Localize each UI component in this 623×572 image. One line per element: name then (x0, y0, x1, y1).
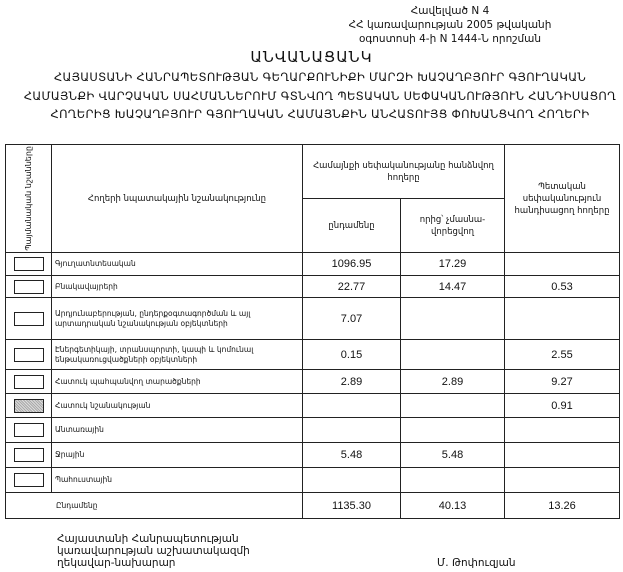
non-priv-cell (400, 297, 505, 340)
purpose-cell: Հատուկ նշանակության (51, 393, 303, 418)
total-cell (302, 393, 401, 418)
state-cell: 2.55 (504, 339, 620, 370)
land-table: Պայմանական նշանները Հողերի նպատակային նշ… (5, 144, 620, 519)
non-priv-cell (400, 417, 505, 443)
purpose-cell: Անտառային (51, 417, 303, 443)
legend-swatch (13, 398, 44, 413)
community-header: Համայնքի սեփականությանը հանձնվող հողերը (302, 144, 505, 199)
purpose-cell: Էներգետիկայի, տրանսպորտի, կապի և կոմունա… (51, 339, 303, 370)
legend-swatch (13, 473, 44, 487)
totals-label: Ընդամենը (5, 492, 303, 519)
symbol-cell (5, 467, 52, 493)
non-priv-cell: 14.47 (400, 275, 505, 298)
state-cell: 0.53 (504, 275, 620, 298)
symbol-cell (5, 369, 52, 394)
symbol-cell (5, 339, 52, 370)
total-cell (302, 467, 401, 493)
annex-line: ՀՀ կառավարության 2005 թվականի (348, 19, 552, 31)
total-cell (302, 417, 401, 443)
symbol-cell (5, 393, 52, 418)
signature-block: Հայաստանի Հանրապետության կառավարության ա… (57, 533, 250, 569)
purpose-cell: Պահուստային (51, 467, 303, 493)
totals-total: 1135.30 (302, 492, 401, 519)
signer-title: կառավարության աշխատակազմի (57, 545, 250, 557)
table-row: Պահուստային (5, 467, 620, 493)
non-priv-cell: 5.48 (400, 442, 505, 468)
non-priv-cell (400, 467, 505, 493)
symbol-cell (5, 442, 52, 468)
purpose-cell: Ջրային (51, 442, 303, 468)
annex-line: օգոստոսի 4-ի N 1444-Ն որոշման (358, 33, 542, 45)
state-cell (504, 297, 620, 340)
symbol-cell (5, 275, 52, 298)
annex-reference: Հավելված N 4 ՀՀ կառավարության 2005 թվակա… (300, 4, 600, 46)
table-row: Արդյունաբերության, ընդերքօգտագործման և ա… (5, 297, 620, 340)
non-priv-cell (400, 339, 505, 370)
table-row: Էներգետիկայի, տրանսպորտի, կապի և կոմունա… (5, 339, 620, 370)
total-cell: 1096.95 (302, 252, 401, 276)
symbols-header: Պայմանական նշանները (5, 144, 52, 253)
signer-name: Մ. Թոփուզյան (437, 557, 516, 569)
signer-title: ղեկավար-նախարար (57, 557, 176, 569)
total-cell: 2.89 (302, 369, 401, 394)
symbol-cell (5, 417, 52, 443)
table-row: Անտառային (5, 417, 620, 443)
state-cell: 9.27 (504, 369, 620, 394)
signer-title: Հայաստանի Հանրապետության (57, 533, 239, 545)
symbol-cell (5, 252, 52, 276)
state-header: Պետական սեփականություն հանդիսացող հողերը (504, 144, 620, 253)
table-row: Հատուկ պահպանվող տարածքների 2.89 2.89 9.… (5, 369, 620, 394)
document-title: ԱՆՎԱՆԱՑԱՆԿ (250, 48, 373, 66)
purpose-cell: Հատուկ պահպանվող տարածքների (51, 369, 303, 394)
legend-swatch (13, 374, 44, 389)
legend-swatch (13, 347, 44, 362)
non-priv-cell: 17.29 (400, 252, 505, 276)
legend-swatch (13, 279, 44, 294)
purpose-cell: Արդյունաբերության, ընդերքօգտագործման և ա… (51, 297, 303, 340)
purpose-cell: Գյուղատնտեսական (51, 252, 303, 276)
legend-swatch (13, 448, 44, 462)
table-row: Հատուկ նշանակության 0.91 (5, 393, 620, 418)
table-row: Ջրային 5.48 5.48 (5, 442, 620, 468)
state-cell (504, 417, 620, 443)
total-cell: 7.07 (302, 297, 401, 340)
total-cell: 0.15 (302, 339, 401, 370)
total-cell: 22.77 (302, 275, 401, 298)
purpose-header: Հողերի նպատակային նշանակությունը (51, 144, 303, 253)
purpose-cell: Բնակավայրերի (51, 275, 303, 298)
state-cell: 0.91 (504, 393, 620, 418)
symbols-header-text: Պայմանական նշանները (24, 146, 33, 251)
non-privatizable-header: որից՝ չմասնա-վորեցվող (400, 198, 505, 253)
legend-swatch (13, 423, 44, 437)
symbol-cell (5, 297, 52, 340)
state-cell (504, 442, 620, 468)
legend-swatch (13, 257, 44, 271)
state-cell (504, 252, 620, 276)
total-header: ընդամենը (302, 198, 401, 253)
table-row: Գյուղատնտեսական 1096.95 17.29 (5, 252, 620, 276)
totals-non-priv: 40.13 (400, 492, 505, 519)
state-cell (504, 467, 620, 493)
non-priv-cell (400, 393, 505, 418)
table-row: Բնակավայրերի 22.77 14.47 0.53 (5, 275, 620, 298)
document-subtitle: ՀԱՅԱՍՏԱՆԻ ՀԱՆՐԱՊԵՏՈՒԹՅԱՆ ԳԵՂԱՐՔՈՒՆԻՔԻ ՄԱ… (23, 70, 617, 121)
legend-swatch (13, 311, 44, 326)
totals-state: 13.26 (504, 492, 620, 519)
annex-line: Հավելված N 4 (410, 5, 490, 17)
total-cell: 5.48 (302, 442, 401, 468)
totals-row: Ընդամենը 1135.30 40.13 13.26 (5, 492, 620, 519)
non-priv-cell: 2.89 (400, 369, 505, 394)
